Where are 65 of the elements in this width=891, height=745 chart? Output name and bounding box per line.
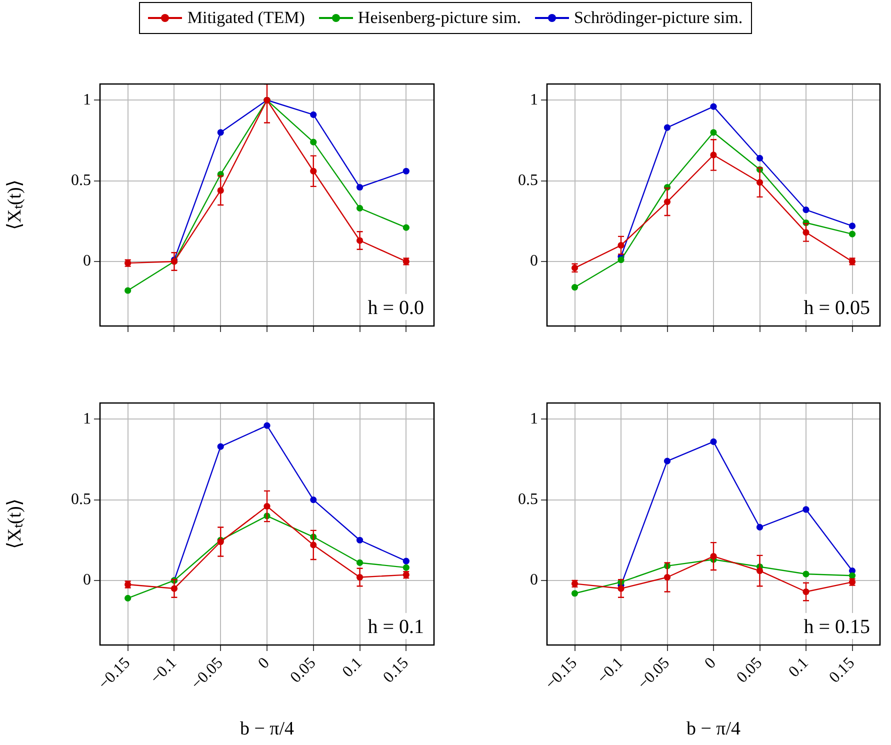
point [710, 129, 717, 136]
point [402, 224, 410, 231]
legend-label: Heisenberg-picture sim. [358, 8, 521, 28]
point [571, 284, 578, 291]
y-tick-label: 1 [530, 410, 538, 428]
annotation: h = 0.1 [368, 616, 424, 638]
x-tick-label: 0.1 [339, 654, 366, 681]
legend-label: Schrödinger-picture sim. [574, 8, 743, 28]
point [264, 422, 270, 429]
x-tick-label: 0 [255, 654, 273, 672]
point [217, 443, 224, 450]
point [310, 496, 317, 504]
point [756, 154, 764, 162]
y-tick-label: 0 [530, 572, 538, 589]
point [802, 206, 810, 214]
point [848, 222, 856, 230]
y-tick-label: 1 [530, 91, 538, 108]
point [710, 438, 717, 446]
point [710, 103, 717, 110]
x-tick-label: 0.15 [826, 654, 858, 686]
point [802, 570, 810, 578]
y-tick-label: 0.5 [71, 491, 91, 508]
x-tick-label: 0.1 [786, 654, 812, 681]
x-tick-label: 0.05 [287, 654, 320, 686]
annotation: h = 0.15 [804, 616, 870, 638]
x-tick-label: 0.15 [380, 654, 412, 686]
legend-label: Mitigated (TEM) [187, 8, 305, 28]
point [571, 590, 578, 597]
x-tick-label: −0.1 [594, 654, 627, 688]
point [402, 168, 410, 174]
point [356, 536, 364, 544]
y-tick-label: 0 [83, 572, 91, 589]
point [756, 524, 764, 531]
y-tick-label: 1 [83, 91, 91, 108]
x-axis-title: b − π/4 [686, 718, 742, 740]
y-tick-label: 0.5 [518, 491, 538, 508]
point [664, 124, 671, 131]
x-axis-title: b − π/4 [240, 718, 295, 740]
point [356, 559, 364, 566]
y-tick-label: 1 [83, 410, 91, 428]
y-axis-title: ⟨Xₜ(t)⟩ [4, 180, 26, 230]
y-tick-label: 0 [530, 252, 538, 270]
point [402, 564, 410, 571]
y-axis-title: ⟨Xₜ(t)⟩ [4, 499, 26, 549]
point [618, 256, 624, 264]
annotation: h = 0.05 [804, 297, 870, 319]
point [802, 506, 810, 513]
point [310, 138, 317, 146]
point [310, 111, 317, 118]
point [217, 129, 224, 136]
y-tick-label: 0 [83, 252, 91, 270]
x-tick-label: 0.05 [734, 654, 766, 686]
x-tick-label: 0 [702, 654, 720, 672]
point [124, 594, 132, 602]
y-tick-label: 0.5 [71, 172, 91, 190]
annotation: h = 0.0 [368, 297, 424, 319]
point [664, 458, 671, 464]
point [402, 558, 410, 564]
point [356, 184, 364, 191]
x-tick-label: −0.1 [147, 654, 180, 688]
point [848, 572, 856, 579]
point [356, 204, 364, 212]
point [848, 230, 856, 238]
point [124, 287, 132, 294]
y-tick-label: 0.5 [518, 172, 538, 190]
